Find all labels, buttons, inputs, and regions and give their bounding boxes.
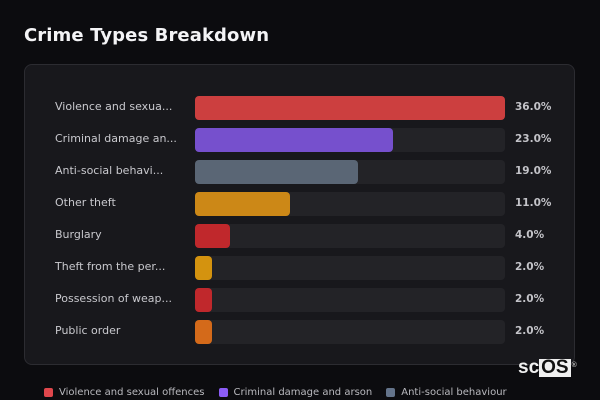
value-label: 4.0%: [515, 229, 545, 241]
bar-track: [195, 128, 505, 152]
bar-row: Anti-social behavi... 19.0%: [25, 160, 574, 184]
bar-track: [195, 224, 505, 248]
legend-swatch-icon: [386, 388, 396, 397]
bar-track: [195, 256, 505, 280]
bar-track: [195, 160, 505, 184]
bar-fill[interactable]: [195, 224, 230, 248]
bar-row: Public order 2.0%: [25, 320, 574, 344]
category-label: Theft from the per...: [55, 260, 166, 273]
bar-track: [195, 320, 505, 344]
category-label: Public order: [55, 324, 121, 337]
logo-sc: sc: [518, 357, 540, 378]
legend-label: Criminal damage and arson: [233, 387, 373, 398]
bar-fill[interactable]: [195, 320, 212, 344]
category-label: Anti-social behavi...: [55, 164, 164, 177]
bar-fill[interactable]: [195, 288, 212, 312]
legend-item[interactable]: Criminal damage and arson: [218, 387, 373, 398]
bar-fill[interactable]: [195, 160, 358, 184]
legend-item[interactable]: Violence and sexual offences: [44, 387, 205, 398]
category-label: Possession of weap...: [55, 292, 172, 305]
value-label: 36.0%: [515, 101, 552, 113]
bar-row: Burglary 4.0%: [25, 224, 574, 248]
category-label: Violence and sexua...: [55, 100, 173, 113]
legend-swatch-icon: [218, 388, 228, 397]
registered-mark: ®: [571, 362, 577, 369]
bar-track: [195, 96, 505, 120]
category-label: Other theft: [55, 196, 116, 209]
bar-fill[interactable]: [195, 192, 290, 216]
bar-fill[interactable]: [195, 256, 212, 280]
chart-card: Violence and sexua... 36.0% Criminal damag…: [24, 64, 575, 365]
legend-label: Violence and sexual offences: [59, 387, 205, 398]
category-label: Burglary: [55, 228, 102, 241]
value-label: 19.0%: [515, 165, 552, 177]
value-label: 23.0%: [515, 133, 552, 145]
chart-legend: Violence and sexual offences Criminal dam…: [44, 387, 507, 398]
bar-row: Other theft 11.0%: [25, 192, 574, 216]
bar-track: [195, 192, 505, 216]
bar-track: [195, 288, 505, 312]
value-label: 2.0%: [515, 293, 545, 305]
value-label: 2.0%: [515, 261, 545, 273]
chart-title: Crime Types Breakdown: [24, 25, 270, 46]
value-label: 2.0%: [515, 325, 545, 337]
bar-fill[interactable]: [195, 128, 393, 152]
bar-row: Criminal damage an... 23.0%: [25, 128, 574, 152]
bar-row: Theft from the per... 2.0%: [25, 256, 574, 280]
legend-swatch-icon: [44, 388, 53, 397]
legend-label: Anti-social behaviour: [401, 387, 507, 398]
value-label: 11.0%: [515, 197, 552, 209]
scos-logo: sc OS ®: [518, 357, 577, 378]
bar-row: Violence and sexua... 36.0%: [25, 96, 574, 120]
category-label: Criminal damage an...: [55, 132, 177, 145]
legend-item[interactable]: Anti-social behaviour: [386, 387, 507, 398]
bar-row: Possession of weap... 2.0%: [25, 288, 574, 312]
logo-os: OS: [539, 357, 571, 378]
bar-fill[interactable]: [195, 96, 505, 120]
